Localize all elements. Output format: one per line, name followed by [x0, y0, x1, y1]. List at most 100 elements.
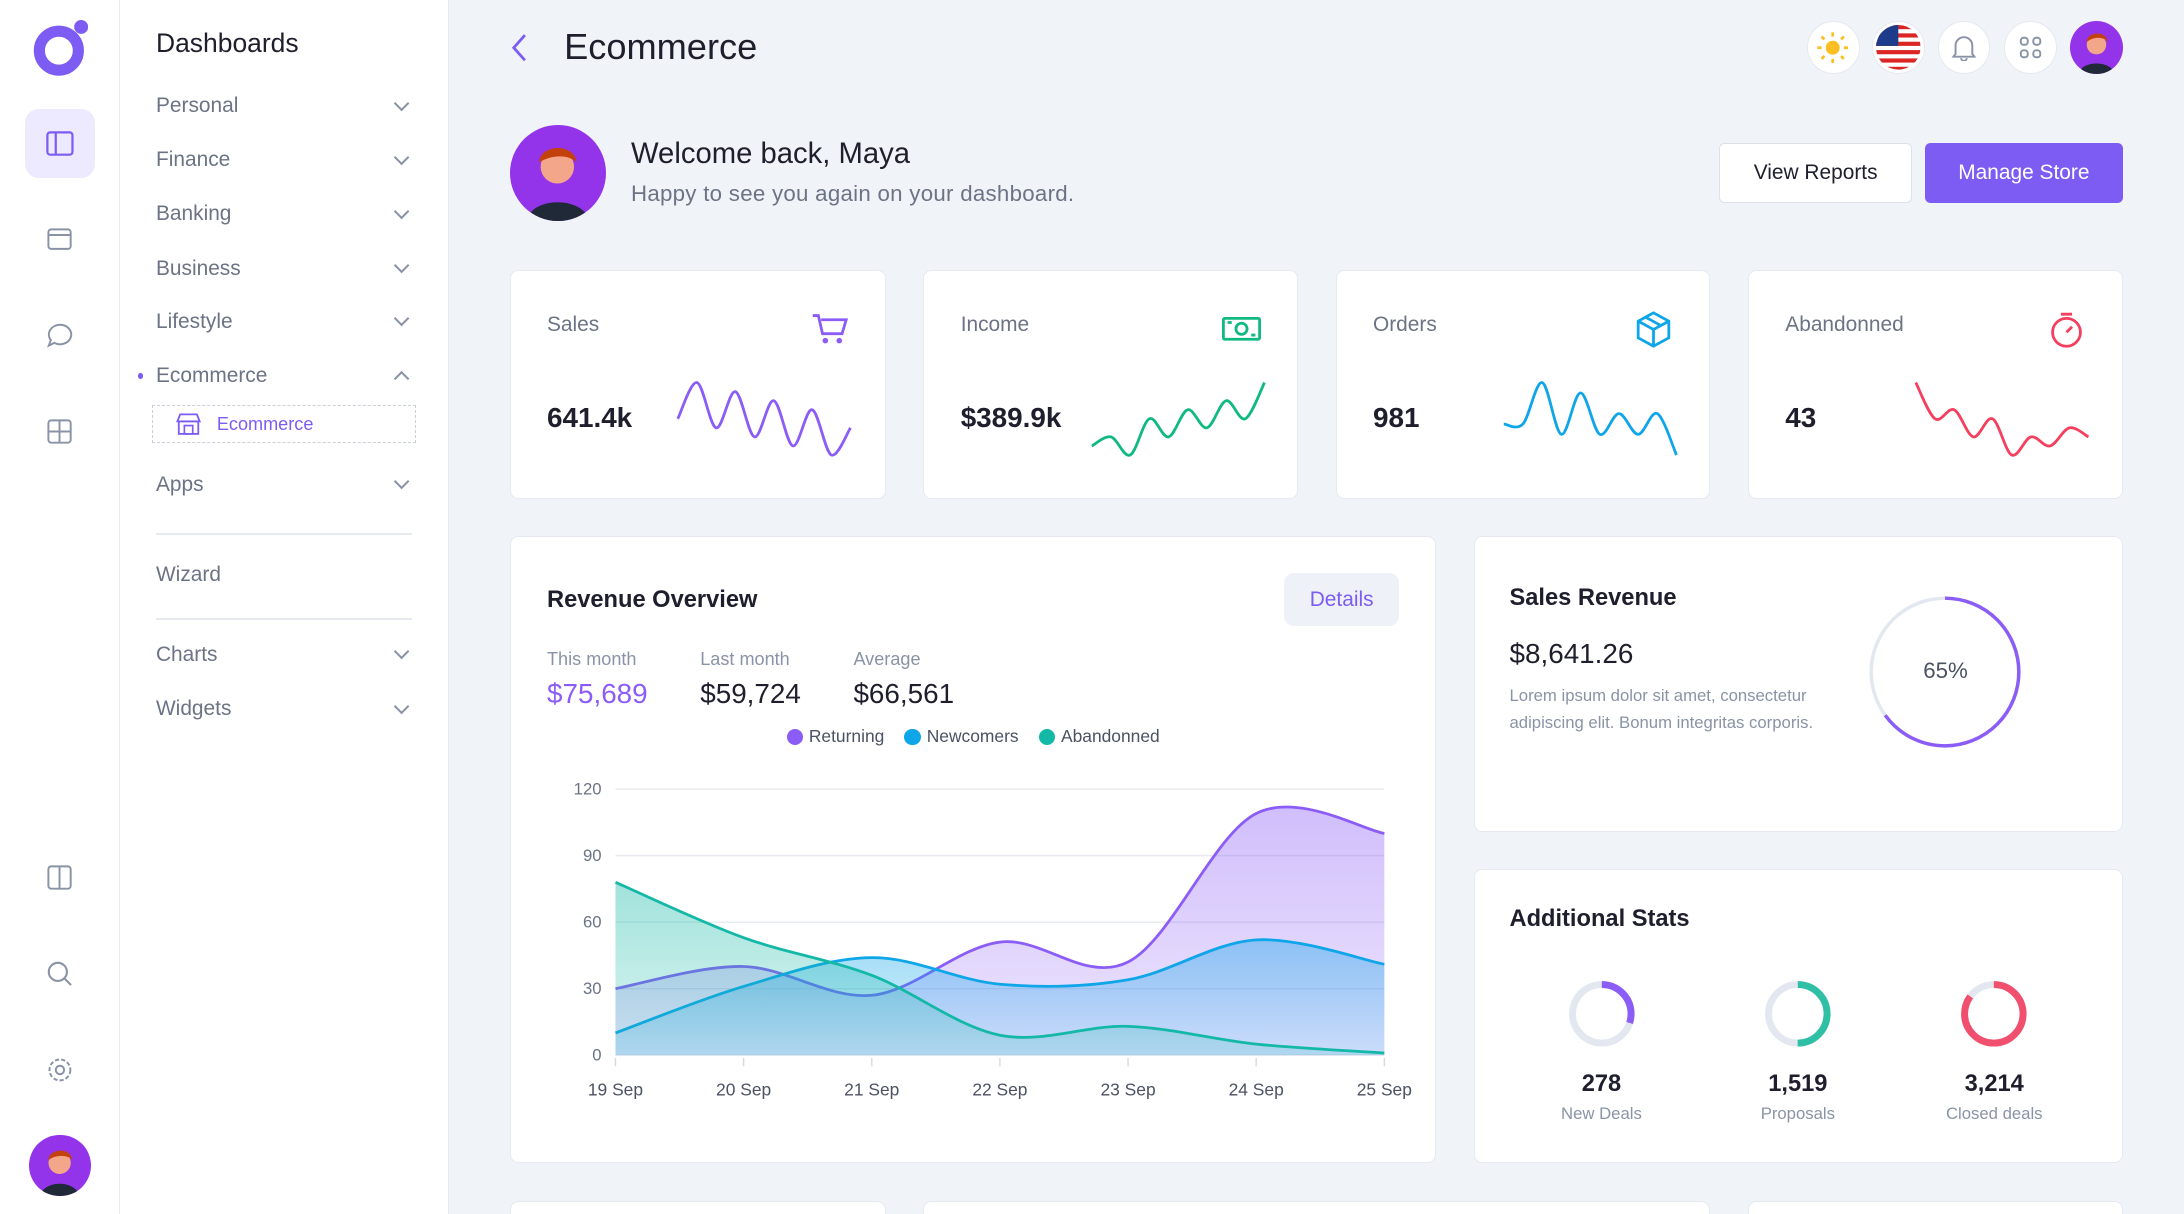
sidebar-item-business[interactable]: Business — [156, 254, 412, 285]
rail-grid-icon[interactable] — [40, 412, 79, 451]
sidebar-item-lifestyle[interactable]: Lifestyle — [156, 306, 412, 337]
revenue-title: Revenue Overview — [547, 587, 758, 614]
welcome-title: Welcome back, Maya — [630, 137, 911, 170]
x-tick-label: 23 Sep — [1100, 1080, 1155, 1100]
chevron-down-icon — [393, 474, 410, 490]
sidebar-item-finance[interactable]: Finance — [156, 145, 412, 176]
line-abandonned — [614, 881, 1385, 1055]
bottom-card-2 — [923, 1200, 1711, 1214]
x-tick-label: 20 Sep — [716, 1080, 771, 1100]
kpi-sparkline — [676, 381, 852, 457]
sparkline-path — [1090, 381, 1266, 457]
y-tick-label: 120 — [573, 780, 601, 799]
kpi-value: 981 — [1372, 402, 1420, 434]
sales-revenue-title: Sales Revenue — [1509, 584, 1677, 611]
sparkline-path — [1914, 381, 2090, 457]
user-avatar[interactable] — [29, 1135, 91, 1197]
legend-abandonned[interactable]: Abandonned — [1038, 726, 1160, 747]
x-tick-label: 25 Sep — [1357, 1080, 1412, 1100]
stat-value: 1,519 — [1768, 1071, 1828, 1098]
rail-search-icon[interactable] — [40, 954, 79, 993]
sparkline-path — [676, 381, 852, 457]
chevron-down-icon — [393, 311, 410, 327]
kpi-sparkline — [1090, 381, 1266, 457]
theme-toggle-button[interactable] — [1806, 20, 1860, 74]
rail-columns-icon[interactable] — [40, 858, 79, 897]
chevron-left-icon — [512, 33, 527, 61]
sparkline-path — [1503, 381, 1678, 456]
stat-donut — [1961, 980, 2027, 1047]
stat-new-deals: 278 New Deals — [1504, 979, 1699, 1124]
rail-dashboard-button[interactable] — [25, 108, 95, 179]
legend-returning[interactable]: Returning — [786, 726, 884, 747]
additional-stats-title: Additional Stats — [1509, 906, 1690, 933]
sidebar-item-apps[interactable]: Apps — [156, 469, 412, 500]
apps-grid-icon — [2020, 36, 2042, 59]
area-abandonned — [615, 882, 1385, 1056]
kpi-sparkline — [1914, 381, 2090, 457]
sidebar-item-charts[interactable]: Charts — [156, 639, 412, 670]
bottom-card-3 — [1748, 1200, 2123, 1214]
notifications-button[interactable] — [1937, 20, 1991, 74]
stat-label: New Deals — [1561, 1103, 1642, 1123]
manage-store-button[interactable]: Manage Store — [1924, 143, 2123, 204]
sidebar-item-label: Banking — [155, 202, 232, 226]
logo[interactable] — [31, 19, 90, 79]
back-button[interactable] — [504, 31, 537, 64]
stat-label: Average — [853, 648, 921, 669]
kpi-card-sales: Sales 641.4k — [509, 270, 886, 499]
ring-progress — [1568, 980, 1635, 1047]
sidebar-layout-icon — [46, 131, 74, 156]
language-button[interactable] — [1872, 20, 1925, 74]
x-tick-label: 19 Sep — [588, 1080, 643, 1100]
kpi-sparkline — [1503, 381, 1678, 456]
sidebar-item-widgets[interactable]: Widgets — [156, 694, 412, 725]
sidebar-item-banking[interactable]: Banking — [156, 199, 412, 230]
header-user-avatar[interactable] — [2069, 20, 2123, 74]
ring-progress — [1869, 596, 2022, 748]
sidebar-subitem-ecommerce[interactable]: Ecommerce — [151, 405, 417, 443]
stat-last-month: Last month $59,724 — [700, 649, 801, 710]
sidebar-divider — [155, 618, 413, 620]
chevron-down-icon — [393, 203, 410, 220]
sales-revenue-text: Lorem ipsum dolor sit amet, consectetur … — [1509, 686, 1814, 733]
sales-revenue-card: Sales Revenue $8,641.26 Lorem ipsum dolo… — [1473, 536, 2123, 832]
rail-chat-icon[interactable] — [40, 316, 79, 355]
stat-this-month: This month $75,689 — [547, 649, 648, 710]
us-flag-icon — [1876, 25, 1921, 70]
rail-window-icon[interactable] — [40, 220, 79, 259]
legend-newcomers[interactable]: Newcomers — [904, 726, 1019, 747]
apps-button[interactable] — [2004, 20, 2058, 74]
view-reports-button[interactable]: View Reports — [1718, 143, 1913, 204]
y-tick-label: 30 — [583, 979, 602, 998]
chevron-up-icon — [393, 370, 410, 387]
y-tick-label: 60 — [583, 913, 602, 932]
sidebar-item-personal[interactable]: Personal — [156, 91, 412, 122]
details-button[interactable]: Details — [1283, 573, 1400, 627]
stat-value: $75,689 — [547, 678, 648, 710]
x-tick-label: 21 Sep — [844, 1080, 899, 1100]
sidebar-item-label: Lifestyle — [155, 309, 233, 333]
x-tick-label: 22 Sep — [972, 1080, 1027, 1100]
sidebar-item-label: Charts — [155, 642, 218, 666]
sidebar-item-ecommerce[interactable]: Ecommerce — [156, 361, 412, 392]
kpi-value: 43 — [1785, 402, 1817, 434]
bottom-card-1 — [509, 1200, 886, 1214]
sidebar-divider — [155, 533, 413, 535]
revenue-area-chart: 0 30 60 90 120 19 Sep 20 Sep 21 Sep 22 Sep 23 Sep… — [573, 780, 1412, 1100]
legend-marker — [1038, 728, 1056, 746]
sidebar-item-label: Personal — [155, 93, 239, 117]
additional-stats-card: Additional Stats 278 New Deals 1,519 Propos… — [1473, 869, 2123, 1164]
chevron-down-icon — [393, 643, 410, 660]
legend-label: Abandonned — [1060, 726, 1160, 747]
sun-icon — [1817, 32, 1849, 63]
sidebar-item-label: Wizard — [155, 563, 221, 587]
rail-settings-icon[interactable] — [40, 1050, 79, 1089]
legend-marker — [904, 728, 922, 746]
sidebar-item-label: Apps — [155, 472, 204, 496]
stat-donut — [1568, 980, 1635, 1047]
y-tick-label: 90 — [583, 846, 602, 865]
sidebar-item-wizard[interactable]: Wizard — [156, 560, 412, 591]
ring-progress — [1765, 980, 1831, 1047]
timer-icon — [2050, 313, 2082, 348]
